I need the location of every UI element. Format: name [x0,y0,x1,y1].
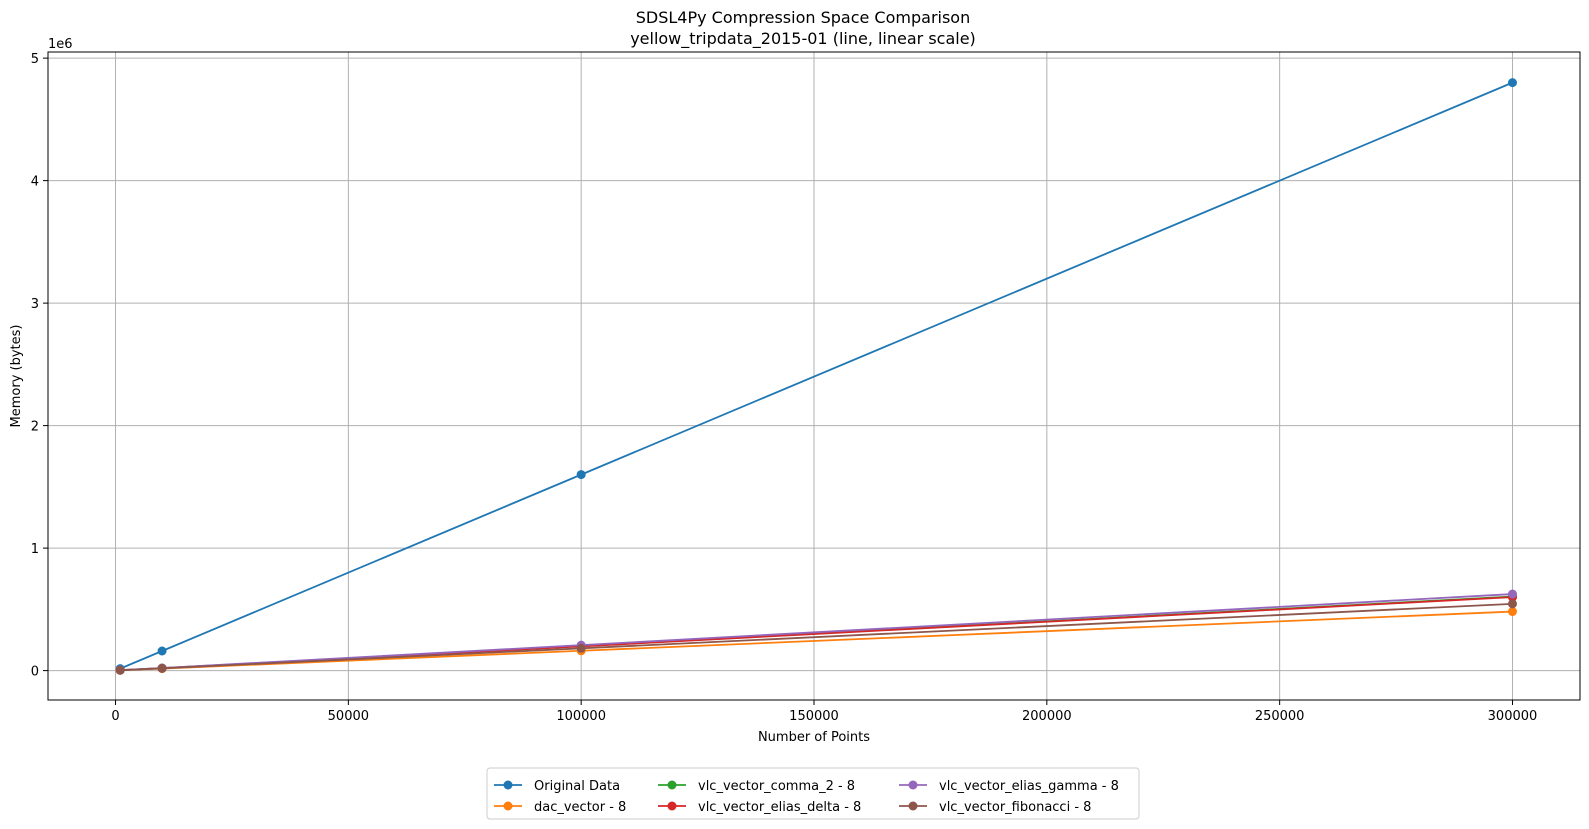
data-point [576,470,586,480]
data-point [576,643,586,653]
x-tick-label: 50000 [328,709,369,724]
series-original-data [115,78,1517,674]
y-tick-label: 3 [31,297,39,312]
legend-entry: vlc_vector_comma_2 - 8 [658,779,855,794]
legend-marker [908,801,918,811]
series-line [120,602,1513,672]
legend-frame [486,767,1140,820]
legend-label: vlc_vector_comma_2 - 8 [698,779,855,794]
legend-entry: vlc_vector_elias_delta - 8 [658,800,861,815]
series-vlc-vector-fibonacci-8 [115,599,1517,675]
chart-subtitle: yellow_tripdata_2015-01 (line, linear sc… [630,29,976,49]
legend-label: vlc_vector_elias_gamma - 8 [939,779,1119,794]
series-line [119,81,1513,670]
y-tick-label: 4 [31,175,39,190]
data-point [1507,599,1517,609]
legend-label: vlc_vector_elias_delta - 8 [698,800,861,815]
x-tick-label: 0 [111,709,119,724]
plot-area [115,78,1517,675]
chart-title: SDSL4Py Compression Space Comparison [636,8,970,27]
grid [48,52,1580,700]
x-tick-label: 100000 [556,709,606,724]
axis-ticks: 0 50000 100000 150000 200000 250000 300000 0 1 2 3… [31,52,1538,724]
x-axis-label: Number of Points [758,730,870,745]
data-point [1507,78,1517,88]
legend: Original Data dac_vector - 8 vlc_vector_co… [486,767,1140,820]
legend-label: vlc_vector_fibonacci - 8 [939,800,1091,815]
series-line [120,610,1513,672]
legend-entry: vlc_vector_elias_gamma - 8 [899,779,1119,794]
legend-marker [908,780,918,790]
y-tick-label: 0 [31,665,39,680]
x-tick-label: 150000 [789,709,839,724]
legend-marker [667,801,677,811]
y-tick-label: 2 [31,420,39,435]
data-point [157,663,167,673]
legend-marker [503,801,513,811]
y-tick-label: 1 [31,542,39,557]
legend-entry: dac_vector - 8 [494,800,626,815]
series-dac-vector-8 [115,607,1517,675]
y-axis-label: Memory (bytes) [9,325,24,428]
y-offset-label: 1e6 [48,37,73,52]
data-point [1507,607,1517,617]
y-tick-label: 5 [31,52,39,67]
legend-label: Original Data [534,779,620,794]
legend-marker [667,780,677,790]
legend-label: dac_vector - 8 [534,800,626,815]
legend-entry: Original Data [494,779,620,794]
data-point [157,646,167,656]
x-tick-label: 250000 [1255,709,1305,724]
data-point [115,665,125,675]
series-line [120,593,1513,672]
x-tick-label: 300000 [1488,709,1538,724]
x-tick-label: 200000 [1022,709,1072,724]
data-point [1507,589,1517,599]
legend-entry: vlc_vector_fibonacci - 8 [899,800,1091,815]
legend-marker [503,780,513,790]
